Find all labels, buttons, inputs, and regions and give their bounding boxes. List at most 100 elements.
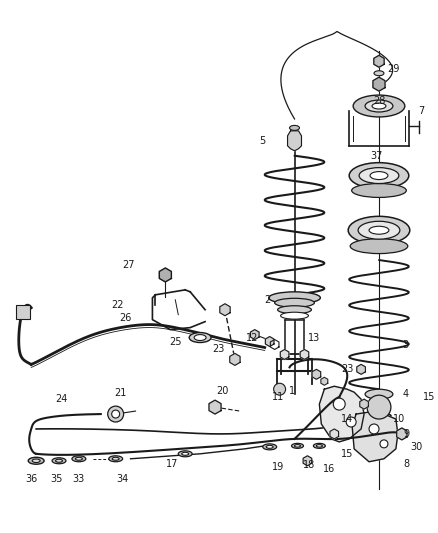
Text: 28: 28 bbox=[372, 96, 384, 106]
Text: 26: 26 bbox=[119, 313, 131, 322]
Text: 4: 4 bbox=[402, 389, 408, 399]
Text: 35: 35 bbox=[50, 474, 62, 483]
Polygon shape bbox=[329, 429, 338, 439]
Ellipse shape bbox=[350, 239, 407, 254]
Polygon shape bbox=[359, 399, 367, 409]
Polygon shape bbox=[265, 336, 273, 346]
Ellipse shape bbox=[364, 389, 392, 399]
Ellipse shape bbox=[347, 216, 409, 244]
Ellipse shape bbox=[112, 457, 119, 461]
Text: 16: 16 bbox=[322, 464, 335, 474]
Polygon shape bbox=[270, 340, 278, 350]
Text: 30: 30 bbox=[410, 442, 422, 452]
Text: 14: 14 bbox=[340, 414, 353, 424]
Polygon shape bbox=[351, 412, 397, 462]
Text: 12: 12 bbox=[245, 333, 258, 343]
Text: 23: 23 bbox=[212, 344, 224, 354]
Text: 7: 7 bbox=[418, 106, 424, 116]
Polygon shape bbox=[219, 304, 230, 316]
Circle shape bbox=[368, 424, 378, 434]
Text: 9: 9 bbox=[403, 429, 409, 439]
Text: 34: 34 bbox=[116, 474, 128, 483]
Ellipse shape bbox=[289, 125, 299, 131]
Polygon shape bbox=[318, 386, 363, 442]
Ellipse shape bbox=[72, 456, 86, 462]
Text: 19: 19 bbox=[271, 462, 283, 472]
Polygon shape bbox=[300, 350, 308, 359]
Bar bbox=[16, 305, 30, 319]
Ellipse shape bbox=[268, 292, 320, 304]
Text: 22: 22 bbox=[111, 300, 124, 310]
Circle shape bbox=[332, 398, 344, 410]
Ellipse shape bbox=[352, 95, 404, 117]
Ellipse shape bbox=[56, 459, 62, 462]
Polygon shape bbox=[373, 55, 383, 67]
Ellipse shape bbox=[294, 445, 300, 447]
Text: 11: 11 bbox=[271, 392, 283, 402]
Ellipse shape bbox=[189, 333, 211, 343]
Text: 36: 36 bbox=[25, 474, 37, 483]
Polygon shape bbox=[311, 369, 320, 379]
Polygon shape bbox=[279, 350, 288, 359]
Circle shape bbox=[111, 410, 120, 418]
Circle shape bbox=[379, 440, 387, 448]
Text: 15: 15 bbox=[421, 392, 434, 402]
Ellipse shape bbox=[368, 226, 388, 234]
Text: 10: 10 bbox=[392, 414, 404, 424]
Polygon shape bbox=[229, 353, 240, 365]
Polygon shape bbox=[320, 377, 327, 385]
Ellipse shape bbox=[52, 458, 66, 464]
Text: 3: 3 bbox=[402, 340, 408, 350]
Circle shape bbox=[107, 406, 124, 422]
Ellipse shape bbox=[32, 459, 40, 463]
Ellipse shape bbox=[28, 457, 44, 464]
Polygon shape bbox=[250, 329, 258, 340]
Polygon shape bbox=[396, 428, 406, 440]
Ellipse shape bbox=[75, 457, 82, 461]
Polygon shape bbox=[356, 365, 364, 374]
Text: 2: 2 bbox=[264, 295, 270, 305]
Polygon shape bbox=[372, 77, 384, 91]
Ellipse shape bbox=[316, 445, 321, 447]
Ellipse shape bbox=[357, 221, 399, 239]
Ellipse shape bbox=[369, 172, 387, 180]
Text: 25: 25 bbox=[169, 336, 181, 346]
Text: 1: 1 bbox=[288, 386, 294, 396]
Text: 20: 20 bbox=[215, 386, 228, 396]
Ellipse shape bbox=[371, 103, 385, 109]
Text: 23: 23 bbox=[340, 365, 353, 374]
Circle shape bbox=[273, 383, 285, 395]
Text: 13: 13 bbox=[307, 333, 320, 343]
Text: 24: 24 bbox=[55, 394, 67, 404]
Ellipse shape bbox=[109, 456, 122, 462]
Text: 5: 5 bbox=[259, 136, 265, 146]
Ellipse shape bbox=[364, 100, 392, 112]
Text: 18: 18 bbox=[303, 460, 315, 470]
Text: 33: 33 bbox=[73, 474, 85, 483]
Circle shape bbox=[346, 417, 355, 427]
Text: 27: 27 bbox=[122, 260, 134, 270]
Ellipse shape bbox=[262, 444, 276, 450]
Text: 17: 17 bbox=[166, 459, 178, 469]
Ellipse shape bbox=[178, 451, 192, 457]
Ellipse shape bbox=[265, 446, 272, 448]
Ellipse shape bbox=[373, 71, 383, 76]
Text: 15: 15 bbox=[340, 449, 353, 459]
Text: 29: 29 bbox=[387, 64, 399, 74]
Ellipse shape bbox=[358, 168, 398, 183]
Ellipse shape bbox=[181, 453, 188, 455]
Ellipse shape bbox=[291, 443, 303, 448]
Ellipse shape bbox=[351, 183, 406, 197]
Text: 21: 21 bbox=[114, 388, 127, 398]
Ellipse shape bbox=[194, 335, 205, 341]
Ellipse shape bbox=[313, 443, 325, 448]
Text: 37: 37 bbox=[370, 151, 382, 161]
Circle shape bbox=[366, 395, 390, 419]
Polygon shape bbox=[287, 131, 301, 151]
Text: 8: 8 bbox=[403, 459, 409, 469]
Polygon shape bbox=[208, 400, 221, 414]
Ellipse shape bbox=[277, 306, 311, 314]
Ellipse shape bbox=[280, 312, 308, 319]
Ellipse shape bbox=[348, 163, 408, 189]
Ellipse shape bbox=[274, 298, 314, 307]
